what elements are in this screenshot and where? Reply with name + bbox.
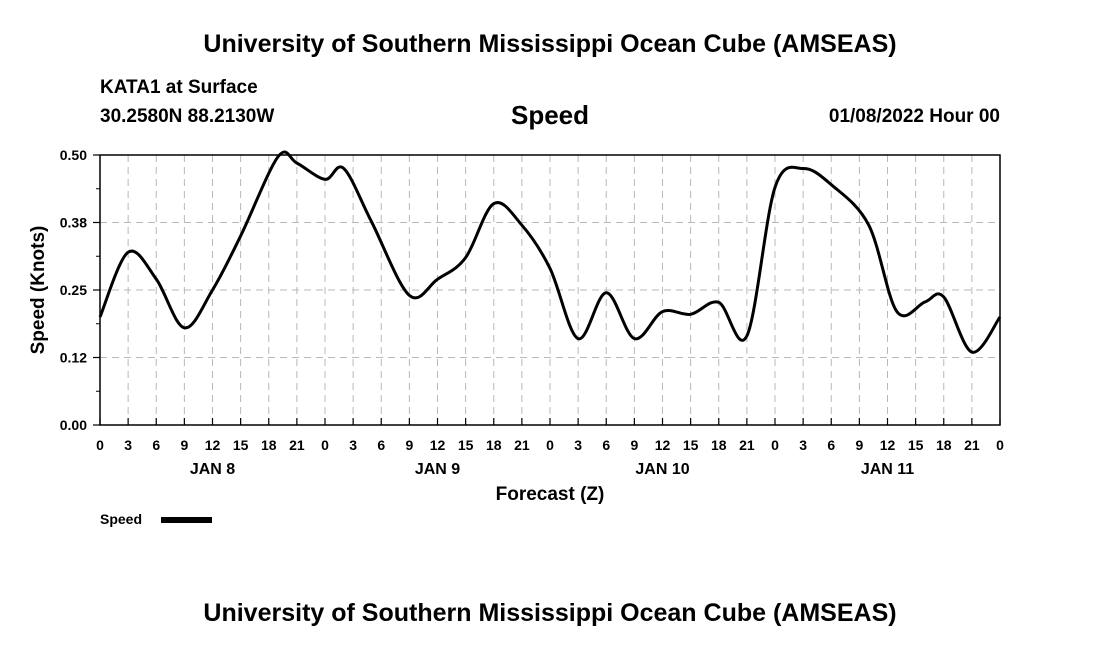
x-tick-label: 3 (349, 437, 357, 453)
y-tick-label: 0.50 (60, 147, 87, 163)
x-tick-label: 0 (546, 437, 554, 453)
x-tick-label: 18 (936, 437, 952, 453)
x-tick-label: 0 (321, 437, 329, 453)
day-label: JAN 11 (861, 461, 914, 478)
axis-ticks (93, 154, 1001, 426)
y-tick-labels: 0.00 0.12 0.25 0.38 0.50 (60, 147, 87, 433)
variable-title: Speed (510, 100, 590, 130)
day-label: JAN 9 (415, 461, 460, 478)
series-layer (98, 150, 1002, 354)
x-tick-label: 21 (289, 437, 305, 453)
x-tick-label: 15 (458, 437, 474, 453)
x-tick-label: 6 (602, 437, 610, 453)
chart-title: University of Southern Mississippi Ocean… (203, 30, 897, 58)
x-tick-label: 12 (430, 437, 446, 453)
station-label: KATA1 at Surface (100, 77, 258, 98)
x-tick-label: 21 (964, 437, 980, 453)
x-tick-label: 18 (486, 437, 502, 453)
plot-frame (99, 154, 1001, 426)
day-label: JAN 10 (635, 461, 689, 478)
y-tick-label: 0.00 (60, 417, 87, 433)
x-tick-label: 9 (855, 437, 863, 453)
y-tick-label: 0.25 (60, 282, 87, 298)
day-labels: JAN 8 JAN 9 JAN 10 JAN 11 (190, 461, 914, 478)
legend-swatch (161, 517, 212, 523)
x-tick-label: 15 (908, 437, 924, 453)
grid-lines (100, 154, 1000, 425)
x-tick-label: 6 (152, 437, 160, 453)
datetime-label: 01/08/2022 Hour 00 (828, 106, 1000, 127)
x-tick-label: 9 (180, 437, 188, 453)
x-tick-label: 12 (205, 437, 221, 453)
x-tick-label: 6 (827, 437, 835, 453)
speed-series-line (98, 150, 1002, 354)
x-tick-labels: 0 3 6 9 12 15 18 21 0 3 6 9 12 15 18 21 0 3 6 9 12 15 18 21 0 3 6 9… (96, 437, 1004, 453)
y-tick-label: 0.12 (60, 350, 87, 366)
y-axis-title: Speed (Knots) (28, 226, 49, 355)
x-tick-label: 6 (377, 437, 385, 453)
legend-label: Speed (100, 511, 142, 527)
x-tick-label: 18 (261, 437, 277, 453)
x-tick-label: 3 (574, 437, 582, 453)
day-label: JAN 8 (190, 461, 235, 478)
x-tick-label: 21 (514, 437, 530, 453)
y-tick-label: 0.38 (60, 215, 87, 231)
x-tick-label: 0 (96, 437, 104, 453)
footer-title: University of Southern Mississippi Ocean… (203, 599, 897, 627)
x-tick-label: 0 (771, 437, 779, 453)
legend: Speed (100, 511, 212, 527)
x-tick-label: 21 (739, 437, 755, 453)
x-tick-label: 15 (683, 437, 699, 453)
x-tick-label: 12 (655, 437, 671, 453)
x-tick-label: 0 (996, 437, 1004, 453)
x-tick-label: 18 (711, 437, 727, 453)
coordinates-label: 30.2580N 88.2130W (100, 106, 275, 127)
x-tick-label: 15 (233, 437, 249, 453)
x-tick-label: 9 (630, 437, 638, 453)
x-tick-label: 9 (405, 437, 413, 453)
x-tick-label: 3 (799, 437, 807, 453)
x-axis-title: Forecast (Z) (496, 484, 605, 505)
x-tick-label: 12 (880, 437, 896, 453)
x-tick-label: 3 (124, 437, 132, 453)
